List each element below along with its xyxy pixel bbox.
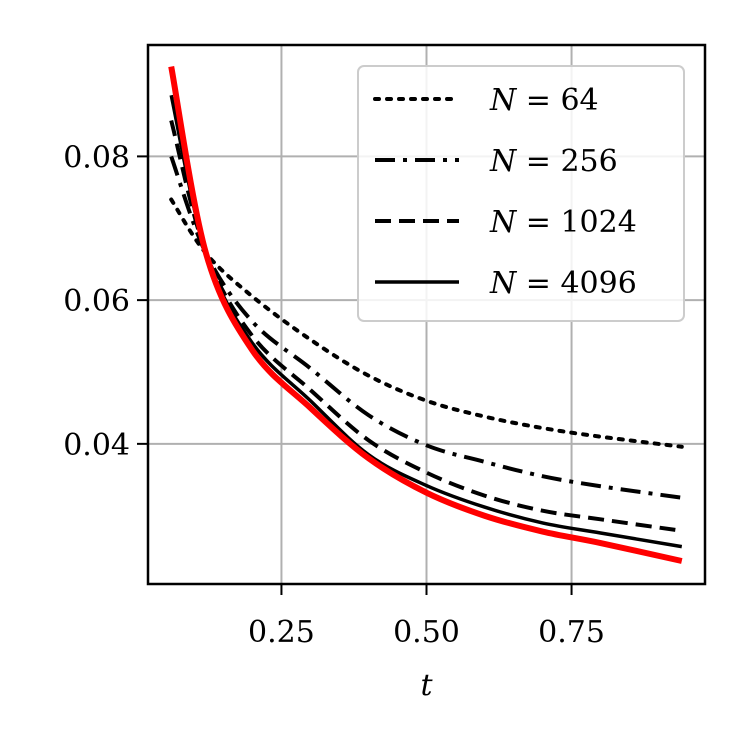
y-tick-label: 0.06 <box>63 284 130 319</box>
series-line-n256 <box>169 155 683 500</box>
x-tick-label: 0.75 <box>538 615 605 650</box>
legend: N = 64 N = 256 N = 1024 N = 4096 <box>357 65 685 322</box>
x-tick-label: 0.50 <box>393 615 460 650</box>
x-tick-label: 0.25 <box>248 615 315 650</box>
series-lines <box>168 66 684 564</box>
legend-label: N = 1024 <box>489 205 637 240</box>
series-line-n64 <box>169 197 684 449</box>
series-line-reference <box>168 66 683 564</box>
legend-label: N = 256 <box>489 144 618 179</box>
y-tick-label: 0.08 <box>63 140 130 175</box>
legend-box <box>357 65 685 322</box>
axis-ticks: 0.25 0.50 0.75 0.04 0.06 0.08 <box>63 140 605 650</box>
x-axis-label: t <box>420 668 433 703</box>
y-tick-label: 0.04 <box>63 428 130 463</box>
legend-label: N = 4096 <box>489 266 637 301</box>
legend-label: N = 64 <box>489 83 599 118</box>
